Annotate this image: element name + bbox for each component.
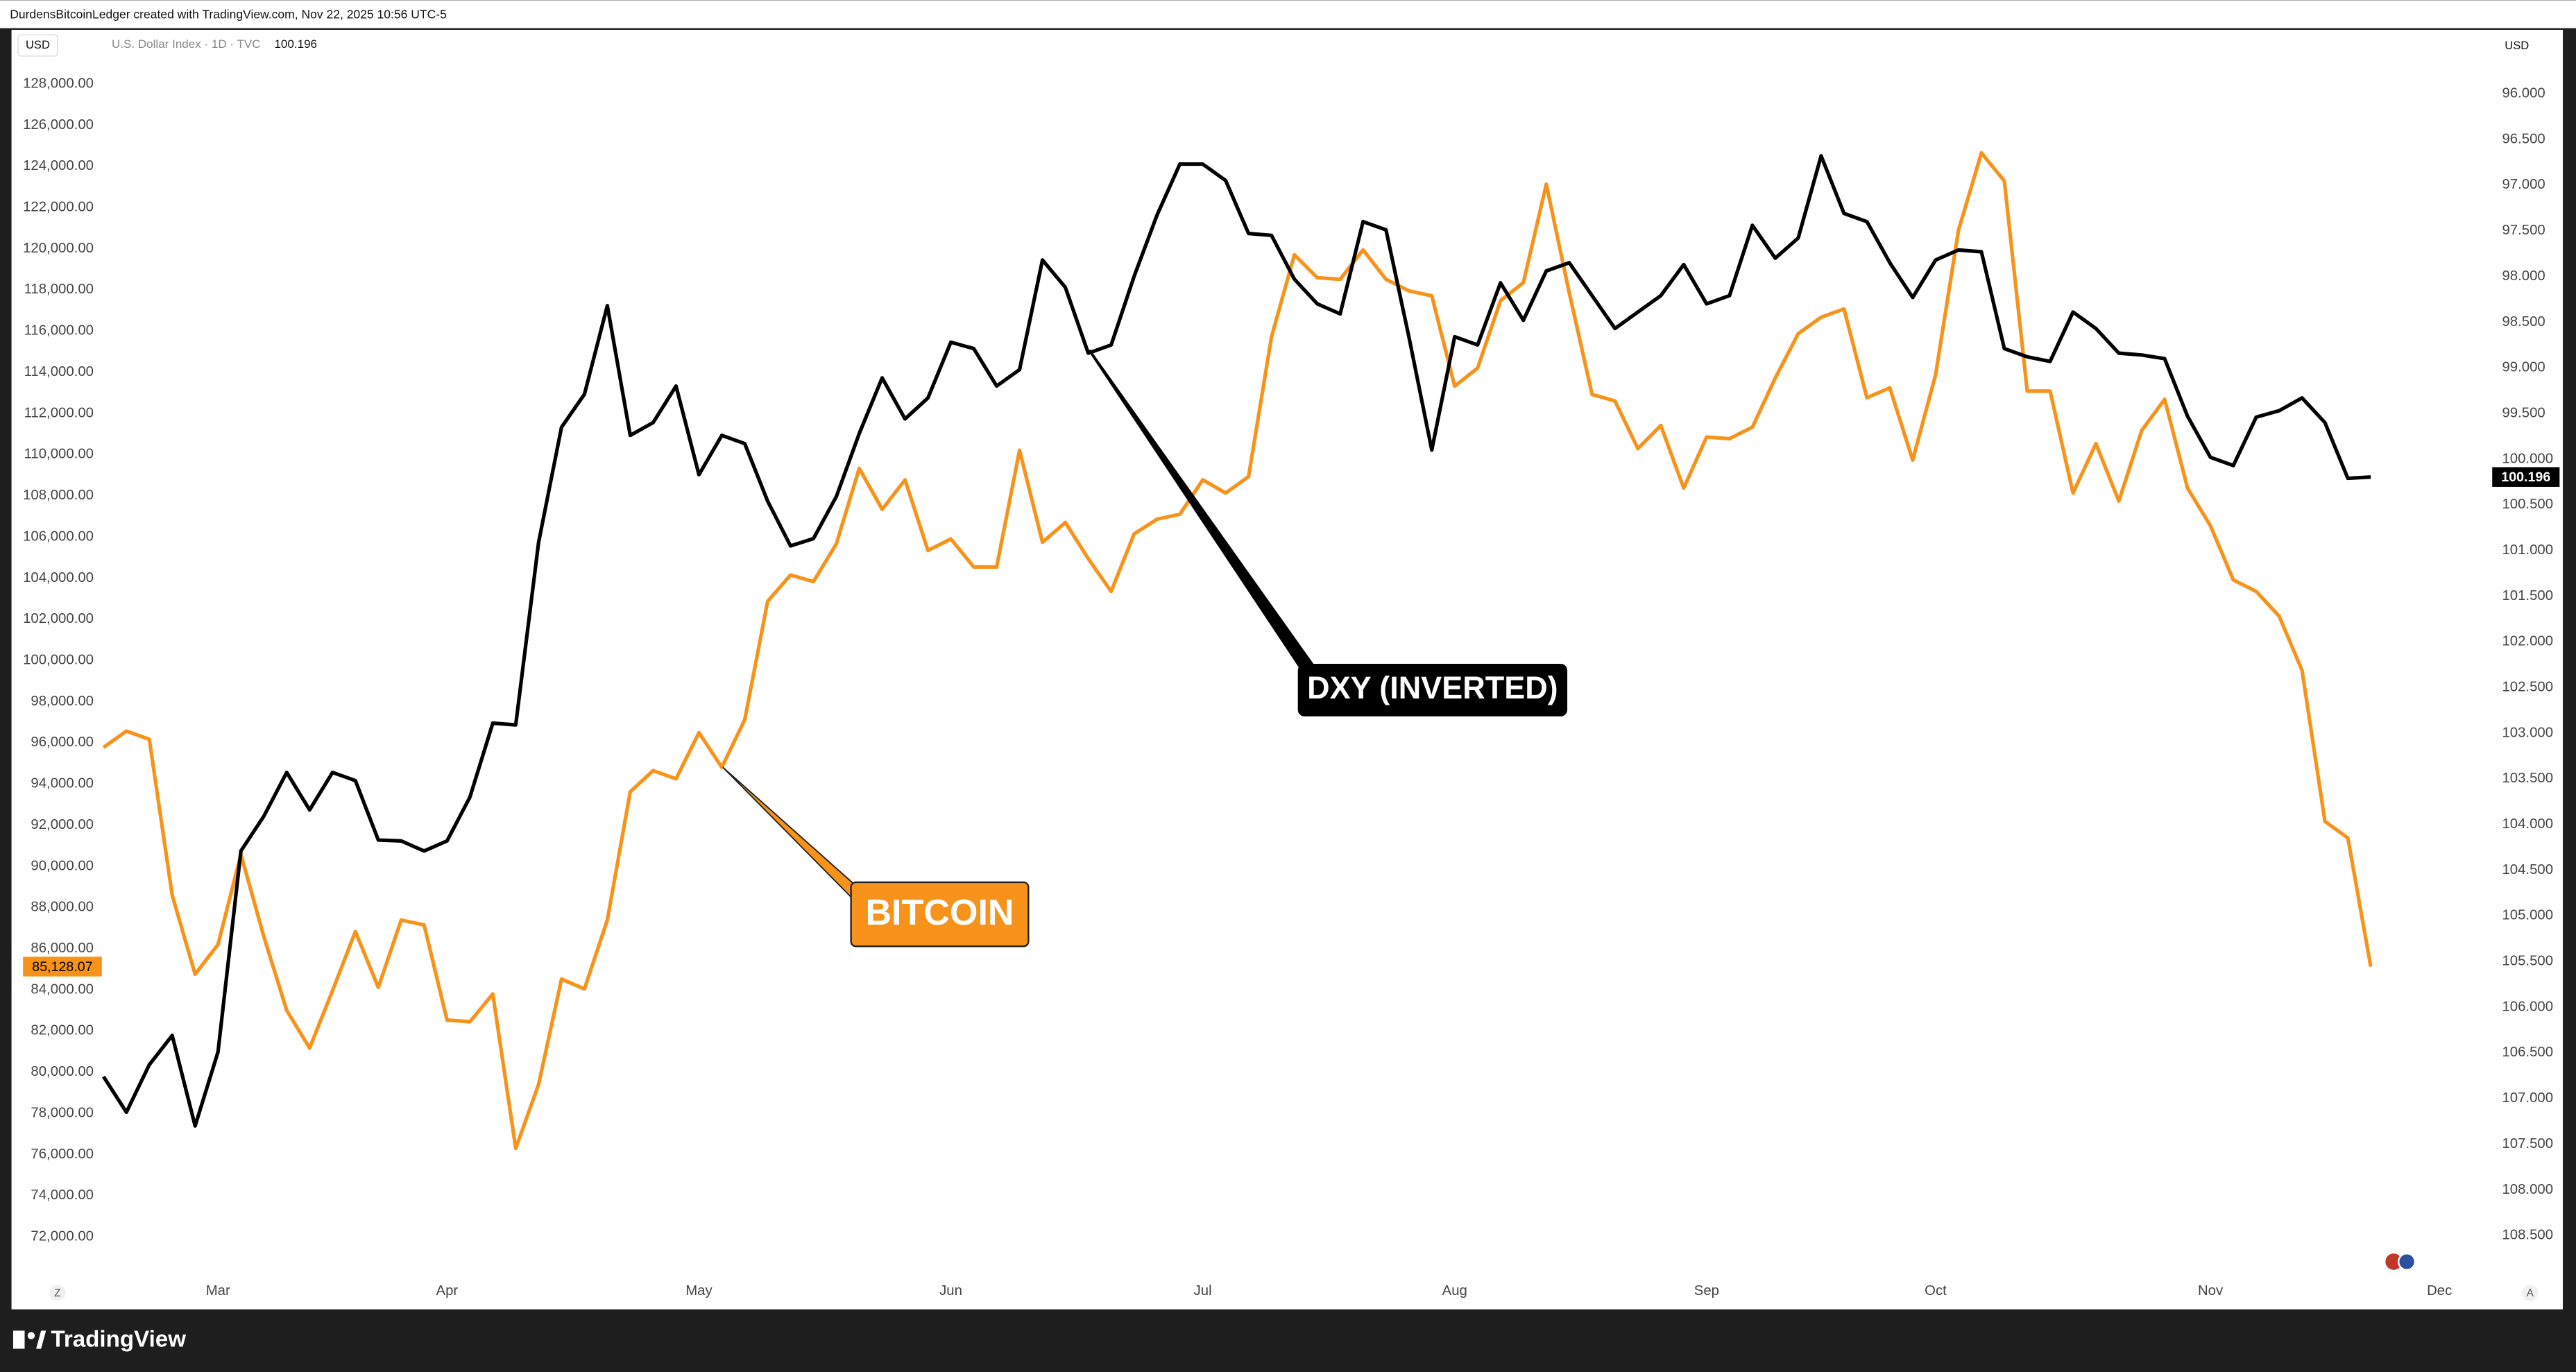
y-tick-label: 86,000.00 (31, 941, 94, 956)
y-tick-label: 108,000.00 (23, 488, 94, 503)
bitcoin-callout (850, 881, 1030, 947)
y-tick-label: 114,000.00 (24, 364, 94, 379)
price-label-box (23, 957, 102, 977)
y-tick-label: 128,000.00 (23, 76, 94, 91)
y2-tick-label: 100.000 (2502, 451, 2553, 466)
y2-tick-label: 100.500 (2502, 497, 2553, 512)
chart-pane (11, 29, 2564, 1310)
brand-logo (36, 1330, 46, 1349)
y-tick-label: 110,000.00 (24, 447, 94, 462)
y-tick-label: 126,000.00 (23, 117, 94, 132)
y2-tick-label: 97.000 (2502, 177, 2545, 192)
zoom-button[interactable] (49, 1285, 66, 1301)
legend-symbol: U.S. Dollar Index · 1D · TVC (112, 37, 261, 51)
y-tick-label: 104,000.00 (23, 570, 94, 585)
y2-tick-label: 102.000 (2502, 634, 2553, 649)
price-label: 85,128.07 (32, 959, 92, 975)
x-tick-label: Dec (2427, 1283, 2452, 1298)
x-tick-label: May (685, 1283, 713, 1298)
header-bar (0, 0, 2576, 28)
y2-tick-label: 105.000 (2502, 908, 2553, 923)
y-tick-label: 76,000.00 (31, 1147, 94, 1162)
x-tick-label: Mar (206, 1283, 230, 1298)
y-tick-label: 120,000.00 (23, 241, 94, 256)
y-tick-label: 122,000.00 (23, 200, 94, 215)
y2-tick-label: 107.500 (2502, 1136, 2553, 1151)
unit-box (17, 34, 58, 57)
dxy-label: DXY (INVERTED) (1307, 670, 1558, 705)
y-tick-label: 96,000.00 (31, 735, 94, 750)
y-tick-label: 74,000.00 (31, 1187, 94, 1203)
x-tick-label: Sep (1694, 1283, 1719, 1298)
y-tick-label: 98,000.00 (31, 694, 94, 709)
flag-icon (2398, 1252, 2416, 1271)
brand: TradingView (51, 1326, 186, 1352)
y-tick-label: 88,000.00 (31, 900, 94, 915)
y-tick-label: 102,000.00 (23, 611, 94, 626)
y-tick-label: 78,000.00 (31, 1105, 94, 1120)
y2-tick-label: 108.000 (2502, 1182, 2553, 1197)
y-tick-label: 118,000.00 (24, 282, 94, 297)
zoom-button-label[interactable]: Z (54, 1287, 60, 1299)
y2-tick-label: 101.500 (2502, 588, 2553, 603)
y-tick-label: 124,000.00 (23, 158, 94, 173)
y2-tick-label: 108.500 (2502, 1228, 2553, 1243)
y2-tick-label: 107.000 (2502, 1090, 2553, 1106)
x-tick-label: Jul (1194, 1283, 1212, 1298)
y2-tick-label: 105.500 (2502, 954, 2553, 969)
auto-button[interactable] (2521, 1285, 2539, 1301)
price-label-box (2492, 467, 2560, 487)
y-tick-label: 80,000.00 (31, 1064, 94, 1079)
x-tick-label: Oct (1925, 1283, 1947, 1298)
price-label: 100.196 (2501, 470, 2550, 485)
legend-value: 100.196 (274, 37, 317, 51)
y-tick-label: 100,000.00 (23, 652, 94, 667)
y-tick-label: 112,000.00 (24, 405, 94, 420)
left-unit: USD (26, 38, 50, 51)
header-text: DurdensBitcoinLedger created with Tradin… (10, 7, 447, 21)
y2-tick-label: 104.000 (2502, 816, 2553, 832)
brand-logo (27, 1332, 35, 1339)
series-line (102, 151, 2373, 1151)
y-tick-label: 72,000.00 (31, 1229, 94, 1244)
y2-tick-label: 103.500 (2502, 771, 2553, 786)
y2-tick-label: 99.000 (2502, 360, 2545, 375)
y2-tick-label: 98.500 (2502, 314, 2545, 329)
y2-tick-label: 97.500 (2502, 223, 2545, 238)
y2-tick-label: 106.000 (2502, 999, 2553, 1014)
y2-tick-label: 103.000 (2502, 725, 2553, 740)
x-tick-label: Apr (436, 1283, 458, 1298)
flag-icon (2385, 1253, 2402, 1270)
y-tick-label: 90,000.00 (31, 858, 94, 873)
x-tick-label: Aug (1442, 1283, 1467, 1298)
y-tick-label: 82,000.00 (31, 1023, 94, 1038)
y2-tick-label: 96.000 (2502, 86, 2545, 101)
y-tick-label: 116,000.00 (24, 323, 94, 338)
brand-logo (12, 1330, 25, 1349)
y2-tick-label: 104.500 (2502, 862, 2553, 877)
y2-tick-label: 98.000 (2502, 268, 2545, 284)
y2-tick-label: 96.500 (2502, 131, 2545, 146)
bitcoin-label: BITCOIN (865, 893, 1014, 933)
series-line (101, 154, 2371, 1128)
y-tick-label: 94,000.00 (31, 776, 94, 791)
y-tick-label: 84,000.00 (31, 981, 94, 997)
y2-tick-label: 99.500 (2502, 405, 2545, 420)
x-tick-label: Nov (2198, 1283, 2224, 1298)
y2-tick-label: 101.000 (2502, 542, 2553, 558)
y-tick-label: 106,000.00 (23, 529, 94, 544)
auto-button-label[interactable]: A (2527, 1287, 2534, 1299)
y2-tick-label: 102.500 (2502, 680, 2553, 695)
dxy-callout (1297, 664, 1568, 717)
y2-tick-label: 106.500 (2502, 1045, 2553, 1060)
right-unit: USD (2505, 39, 2529, 52)
y-tick-label: 92,000.00 (31, 817, 94, 832)
x-tick-label: Jun (939, 1283, 962, 1298)
